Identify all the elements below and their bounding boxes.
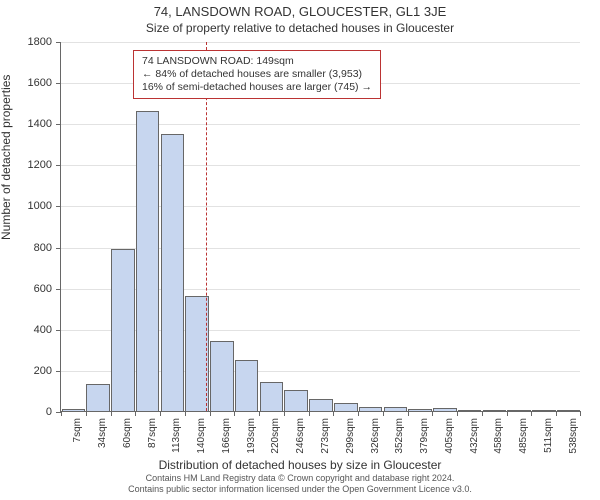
y-tick-label: 1200 [0, 159, 52, 171]
x-tick-mark [160, 411, 161, 416]
x-tick-label: 87sqm [147, 418, 158, 458]
y-tick-label: 1000 [0, 200, 52, 212]
x-tick-label: 299sqm [345, 418, 356, 458]
histogram-bar [433, 408, 457, 411]
gridline [61, 42, 580, 43]
x-tick-mark [135, 411, 136, 416]
x-tick-label: 193sqm [246, 418, 257, 458]
y-tick-label: 1600 [0, 77, 52, 89]
x-tick-label: 140sqm [196, 418, 207, 458]
x-tick-mark [185, 411, 186, 416]
histogram-bar [62, 409, 86, 411]
x-tick-mark [284, 411, 285, 416]
histogram-bar [359, 407, 383, 411]
histogram-bar [507, 410, 531, 411]
x-tick-label: 432sqm [469, 418, 480, 458]
x-tick-label: 538sqm [568, 418, 579, 458]
x-tick-mark [333, 411, 334, 416]
y-tick-label: 1800 [0, 36, 52, 48]
histogram-bar [532, 410, 556, 411]
x-tick-label: 34sqm [97, 418, 108, 458]
x-tick-label: 113sqm [171, 418, 182, 458]
x-tick-mark [86, 411, 87, 416]
x-tick-mark [234, 411, 235, 416]
y-tick-mark [56, 289, 61, 290]
chart-title: 74, LANSDOWN ROAD, GLOUCESTER, GL1 3JE [0, 4, 600, 19]
x-axis-label: Distribution of detached houses by size … [0, 458, 600, 472]
x-tick-label: 166sqm [221, 418, 232, 458]
x-tick-label: 405sqm [444, 418, 455, 458]
x-tick-mark [531, 411, 532, 416]
y-tick-mark [56, 248, 61, 249]
x-tick-mark [309, 411, 310, 416]
x-tick-mark [111, 411, 112, 416]
chart-subtitle: Size of property relative to detached ho… [0, 21, 600, 35]
x-tick-label: 458sqm [493, 418, 504, 458]
x-tick-mark [432, 411, 433, 416]
histogram-bar [136, 111, 160, 411]
x-tick-mark [482, 411, 483, 416]
y-tick-label: 0 [0, 406, 52, 418]
annotation-line: 74 LANSDOWN ROAD: 149sqm [142, 55, 372, 68]
histogram-bar [384, 407, 408, 411]
x-tick-label: 379sqm [419, 418, 430, 458]
annotation-line: 16% of semi-detached houses are larger (… [142, 81, 372, 94]
histogram-bar [334, 403, 358, 411]
attribution-line-1: Contains HM Land Registry data © Crown c… [146, 473, 455, 483]
histogram-bar [235, 360, 259, 411]
y-tick-mark [56, 371, 61, 372]
histogram-bar [111, 249, 135, 411]
annotation-box: 74 LANSDOWN ROAD: 149sqm← 84% of detache… [133, 50, 381, 99]
y-tick-mark [56, 330, 61, 331]
histogram-bar [309, 399, 333, 411]
y-tick-label: 800 [0, 242, 52, 254]
histogram-bar [260, 382, 284, 411]
histogram-bar [161, 134, 185, 412]
x-tick-mark [358, 411, 359, 416]
x-tick-label: 352sqm [394, 418, 405, 458]
x-tick-mark [383, 411, 384, 416]
y-tick-label: 200 [0, 365, 52, 377]
attribution-line-2: Contains public sector information licen… [128, 484, 472, 494]
attribution-text: Contains HM Land Registry data © Crown c… [0, 473, 600, 494]
x-tick-mark [408, 411, 409, 416]
x-tick-mark [507, 411, 508, 416]
y-tick-mark [56, 165, 61, 166]
x-tick-mark [259, 411, 260, 416]
y-tick-mark [56, 42, 61, 43]
plot-area: 74 LANSDOWN ROAD: 149sqm← 84% of detache… [60, 42, 580, 412]
x-tick-mark [580, 411, 581, 416]
x-tick-label: 273sqm [320, 418, 331, 458]
x-tick-mark [210, 411, 211, 416]
y-tick-label: 600 [0, 283, 52, 295]
x-tick-mark [556, 411, 557, 416]
histogram-bar [483, 410, 507, 411]
x-tick-label: 7sqm [72, 418, 83, 458]
y-tick-label: 400 [0, 324, 52, 336]
x-tick-mark [457, 411, 458, 416]
histogram-bar [408, 409, 432, 411]
x-tick-label: 485sqm [518, 418, 529, 458]
x-tick-label: 246sqm [295, 418, 306, 458]
histogram-bar [86, 384, 110, 411]
x-tick-mark [61, 411, 62, 416]
histogram-bar [458, 410, 482, 411]
x-tick-label: 511sqm [543, 418, 554, 458]
x-tick-label: 220sqm [270, 418, 281, 458]
x-tick-label: 60sqm [122, 418, 133, 458]
x-tick-label: 326sqm [370, 418, 381, 458]
annotation-line: ← 84% of detached houses are smaller (3,… [142, 68, 372, 81]
y-tick-mark [56, 124, 61, 125]
y-tick-mark [56, 83, 61, 84]
histogram-bar [557, 410, 581, 411]
y-axis-label: Number of detached properties [0, 75, 13, 240]
histogram-bar [284, 390, 308, 411]
histogram-bar [210, 341, 234, 411]
y-tick-label: 1400 [0, 118, 52, 130]
y-tick-mark [56, 206, 61, 207]
